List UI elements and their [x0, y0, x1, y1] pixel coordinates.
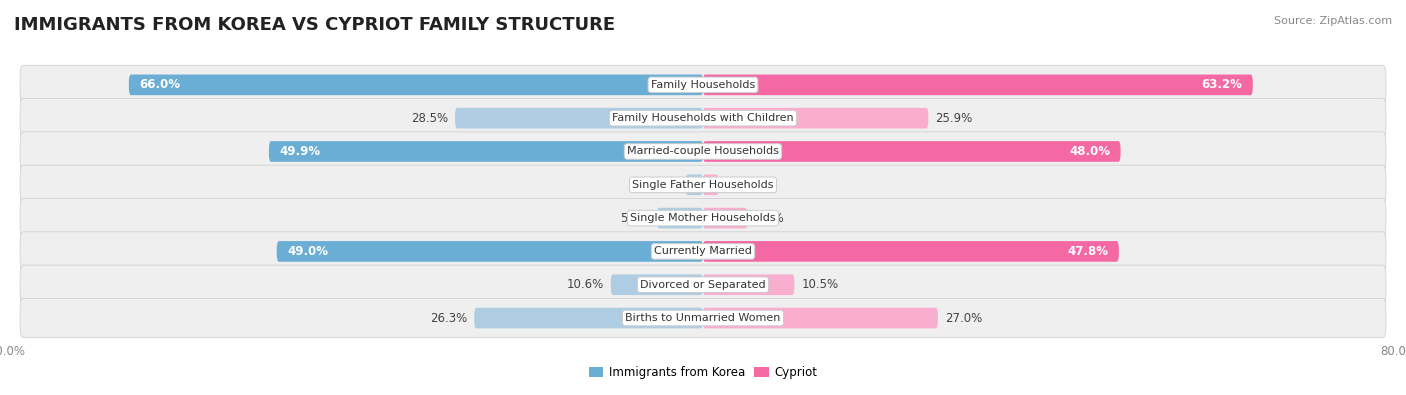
FancyBboxPatch shape — [703, 175, 718, 195]
Text: Currently Married: Currently Married — [654, 246, 752, 256]
FancyBboxPatch shape — [686, 175, 703, 195]
Text: Source: ZipAtlas.com: Source: ZipAtlas.com — [1274, 16, 1392, 26]
Text: Family Households: Family Households — [651, 80, 755, 90]
Legend: Immigrants from Korea, Cypriot: Immigrants from Korea, Cypriot — [583, 361, 823, 384]
FancyBboxPatch shape — [20, 299, 1386, 338]
FancyBboxPatch shape — [456, 108, 703, 128]
FancyBboxPatch shape — [474, 308, 703, 328]
FancyBboxPatch shape — [20, 165, 1386, 205]
Text: 5.1%: 5.1% — [755, 212, 785, 225]
FancyBboxPatch shape — [703, 308, 938, 328]
FancyBboxPatch shape — [703, 241, 1119, 262]
Text: 63.2%: 63.2% — [1202, 78, 1243, 91]
FancyBboxPatch shape — [20, 132, 1386, 171]
Text: 27.0%: 27.0% — [945, 312, 983, 325]
Text: 25.9%: 25.9% — [935, 112, 973, 125]
FancyBboxPatch shape — [129, 75, 703, 95]
Text: Births to Unmarried Women: Births to Unmarried Women — [626, 313, 780, 323]
Text: 66.0%: 66.0% — [139, 78, 180, 91]
FancyBboxPatch shape — [703, 141, 1121, 162]
Text: Married-couple Households: Married-couple Households — [627, 147, 779, 156]
Text: 49.9%: 49.9% — [280, 145, 321, 158]
FancyBboxPatch shape — [703, 75, 1253, 95]
Text: 47.8%: 47.8% — [1067, 245, 1108, 258]
Text: 2.0%: 2.0% — [650, 178, 679, 191]
Text: 5.3%: 5.3% — [620, 212, 650, 225]
FancyBboxPatch shape — [20, 98, 1386, 138]
FancyBboxPatch shape — [703, 108, 928, 128]
Text: 10.6%: 10.6% — [567, 278, 603, 291]
Text: 48.0%: 48.0% — [1069, 145, 1111, 158]
Text: 10.5%: 10.5% — [801, 278, 838, 291]
Text: 28.5%: 28.5% — [411, 112, 449, 125]
FancyBboxPatch shape — [703, 208, 748, 228]
Text: 26.3%: 26.3% — [430, 312, 467, 325]
Text: Single Mother Households: Single Mother Households — [630, 213, 776, 223]
FancyBboxPatch shape — [277, 241, 703, 262]
Text: 49.0%: 49.0% — [287, 245, 328, 258]
FancyBboxPatch shape — [610, 275, 703, 295]
FancyBboxPatch shape — [657, 208, 703, 228]
Text: Family Households with Children: Family Households with Children — [612, 113, 794, 123]
FancyBboxPatch shape — [20, 232, 1386, 271]
FancyBboxPatch shape — [703, 275, 794, 295]
Text: Single Father Households: Single Father Households — [633, 180, 773, 190]
Text: 1.8%: 1.8% — [725, 178, 755, 191]
Text: Divorced or Separated: Divorced or Separated — [640, 280, 766, 290]
FancyBboxPatch shape — [20, 265, 1386, 305]
Text: IMMIGRANTS FROM KOREA VS CYPRIOT FAMILY STRUCTURE: IMMIGRANTS FROM KOREA VS CYPRIOT FAMILY … — [14, 16, 616, 34]
FancyBboxPatch shape — [269, 141, 703, 162]
FancyBboxPatch shape — [20, 198, 1386, 238]
FancyBboxPatch shape — [20, 65, 1386, 104]
